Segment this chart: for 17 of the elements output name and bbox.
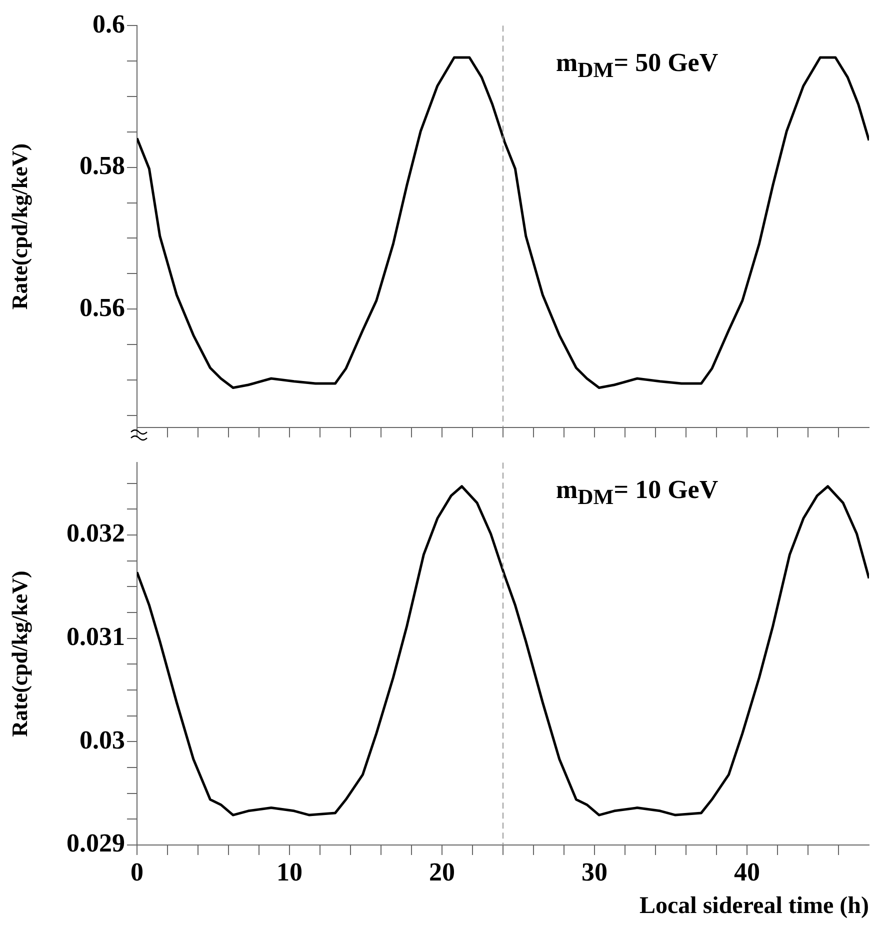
y-tick-label: 0.032 [66,518,125,548]
y-axis-title: Rate(cpd/kg/keV) [6,570,32,737]
annotation: m$_{DM}$= 10 GeV [556,475,718,510]
x-tick-label: 40 [734,857,760,886]
y-tick-label: 0.6 [92,9,125,38]
y-tick-label: 0.031 [66,622,125,652]
y-tick-label: 0.58 [80,151,125,180]
x-tick-label: 0 [130,857,144,886]
y-axis-title: Rate(cpd/kg/keV) [6,143,32,310]
x-axis-title: Local sidereal time (h) [639,892,869,919]
x-tick-label: 10 [276,857,302,886]
y-tick-label: 0.029 [66,828,125,858]
annotation: m$_{DM}$= 50 GeV [556,48,718,84]
y-tick-label: 0.03 [80,725,125,754]
x-tick-label: 20 [429,857,455,886]
x-tick-label: 30 [582,857,608,886]
y-tick-label: 0.56 [80,292,125,322]
